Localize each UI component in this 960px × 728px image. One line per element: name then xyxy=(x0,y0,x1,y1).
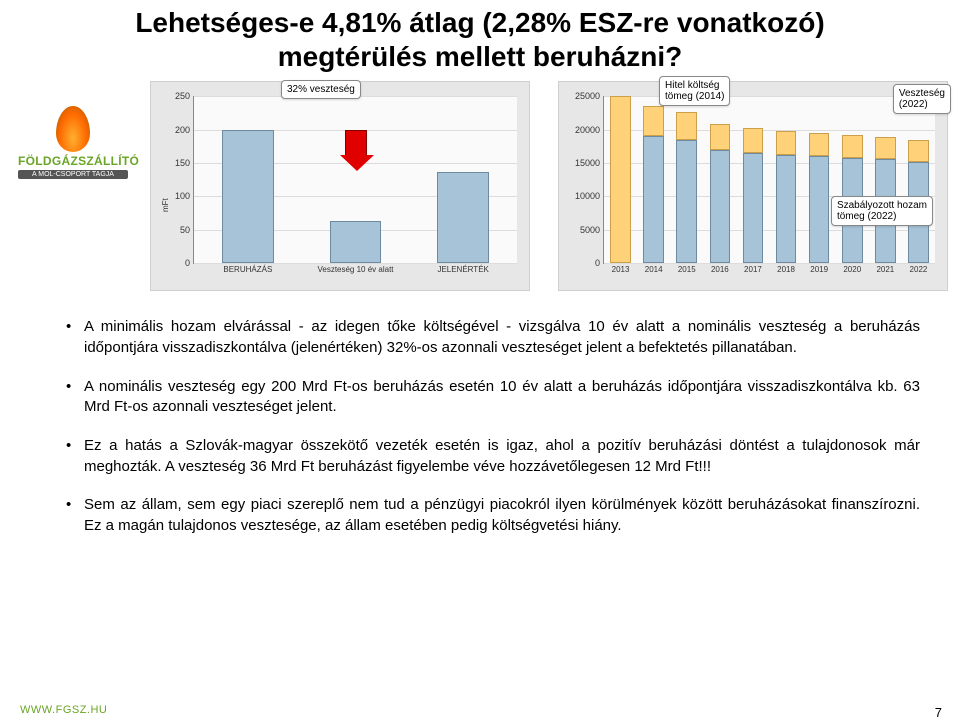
title-line1: Lehetséges-e 4,81% átlag (2,28% ESZ-re v… xyxy=(135,7,824,38)
logo-text: FÖLDGÁZSZÁLLÍTÓ xyxy=(18,154,128,168)
callout-veszteseg-2022: Veszteség (2022) xyxy=(893,84,951,114)
stacked-bar-segment xyxy=(610,96,631,263)
bullet-item: Sem az állam, sem egy piaci szereplő nem… xyxy=(62,495,920,536)
callout-szabalyozott: Szabályozott hozam tömeg (2022) xyxy=(831,196,933,226)
stacked-bar-segment xyxy=(809,133,830,156)
title-line2: megtérülés mellett beruházni? xyxy=(278,41,683,72)
chart-left: 0 50 100 150 200 250 BERUHÁZÁS Veszteség 10 év … xyxy=(150,81,530,291)
ytick-label: 10000 xyxy=(575,191,604,201)
charts-row: 0 50 100 150 200 250 BERUHÁZÁS Veszteség 10 év … xyxy=(150,81,932,291)
xtick-label: 2014 xyxy=(645,263,663,274)
xtick-label: 2020 xyxy=(843,263,861,274)
stacked-bar-segment xyxy=(776,155,797,263)
xtick-label: 2013 xyxy=(612,263,630,274)
stacked-bar-segment xyxy=(676,112,697,140)
stacked-bar-segment xyxy=(875,137,896,159)
bullet-item: Ez a hatás a Szlovák-magyar összekötő ve… xyxy=(62,436,920,477)
ytick-label: 150 xyxy=(175,158,194,168)
xtick-label: 2022 xyxy=(910,263,928,274)
loss-arrow-icon xyxy=(345,130,367,158)
chart-right: 0 5000 10000 15000 20000 25000 2013 2014 2015 201… xyxy=(558,81,948,291)
ytick-label: 50 xyxy=(180,225,194,235)
ytick-label: 0 xyxy=(595,258,604,268)
ytick-label: 20000 xyxy=(575,125,604,135)
stacked-bar-segment xyxy=(743,128,764,153)
chart-right-plot: 0500010000150002000025000201320142015201… xyxy=(603,96,935,264)
bar xyxy=(330,221,382,263)
callout-label: Veszteség (2022) xyxy=(899,88,945,110)
xtick-label: JELENÉRTÉK xyxy=(437,263,488,274)
ytick-label: 25000 xyxy=(575,91,604,101)
stacked-bar-segment xyxy=(776,131,797,155)
chart-left-plot: 050100150200250BERUHÁZÁSVeszteség 10 év … xyxy=(193,96,517,264)
bullet-item: A minimális hozam elvárással - az idegen… xyxy=(62,317,920,358)
ytick-label: 100 xyxy=(175,191,194,201)
bar xyxy=(222,130,274,264)
footer-url: WWW.FGSZ.HU xyxy=(20,704,107,716)
xtick-label: 2021 xyxy=(876,263,894,274)
stacked-bar-segment xyxy=(809,156,830,263)
stacked-bar-segment xyxy=(710,150,731,264)
page-number: 7 xyxy=(935,705,942,720)
xtick-label: 2019 xyxy=(810,263,828,274)
xtick-label: 2017 xyxy=(744,263,762,274)
logo-subtext: A MOL-CSOPORT TAGJA xyxy=(18,170,128,179)
stacked-bar-segment xyxy=(676,140,697,263)
callout-veszteseg-32: 32% veszteség xyxy=(281,80,361,99)
callout-label: Szabályozott hozam tömeg (2022) xyxy=(837,200,927,222)
bullet-list: A minimális hozam elvárással - az idegen… xyxy=(62,317,920,537)
stacked-bar-segment xyxy=(643,136,664,263)
ytick-label: 0 xyxy=(185,258,194,268)
ytick-label: 15000 xyxy=(575,158,604,168)
flame-icon xyxy=(56,106,90,152)
gridline xyxy=(604,96,935,97)
ytick-label: 250 xyxy=(175,91,194,101)
stacked-bar-segment xyxy=(908,140,929,161)
bullet-item: A nominális veszteség egy 200 Mrd Ft-os … xyxy=(62,377,920,418)
stacked-bar-segment xyxy=(842,135,863,158)
ytick-label: 200 xyxy=(175,125,194,135)
stacked-bar-segment xyxy=(710,124,731,150)
xtick-label: Veszteség 10 év alatt xyxy=(317,263,393,274)
company-logo: FÖLDGÁZSZÁLLÍTÓ A MOL-CSOPORT TAGJA xyxy=(18,106,128,179)
ytick-label: 5000 xyxy=(580,225,604,235)
stacked-bar-segment xyxy=(743,153,764,263)
xtick-label: BERUHÁZÁS xyxy=(223,263,272,274)
stacked-bar-segment xyxy=(643,106,664,136)
callout-hitel: Hitel költség tömeg (2014) xyxy=(659,76,730,106)
xtick-label: 2015 xyxy=(678,263,696,274)
callout-label: Hitel költség tömeg (2014) xyxy=(665,80,724,102)
chart-left-yaxis-label: mFt xyxy=(161,198,170,212)
xtick-label: 2018 xyxy=(777,263,795,274)
bar xyxy=(437,172,489,264)
slide-title: Lehetséges-e 4,81% átlag (2,28% ESZ-re v… xyxy=(0,0,960,73)
callout-label: 32% veszteség xyxy=(287,84,355,95)
xtick-label: 2016 xyxy=(711,263,729,274)
